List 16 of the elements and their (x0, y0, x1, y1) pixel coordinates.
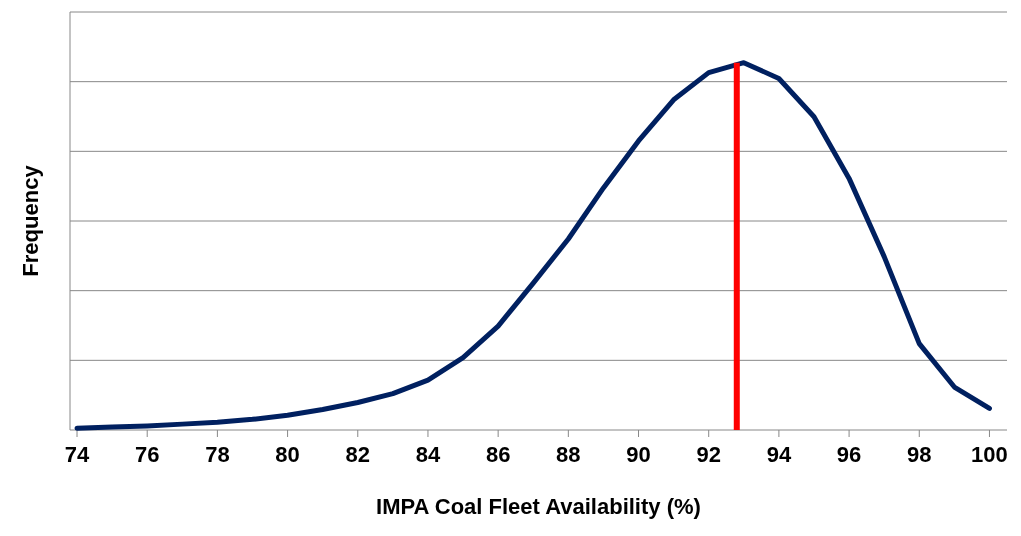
x-tick-label: 96 (836, 442, 862, 467)
x-tick-label: 80 (275, 442, 300, 467)
x-tick-label: 88 (556, 442, 581, 467)
x-tick-label: 74 (64, 442, 91, 467)
x-axis-title: IMPA Coal Fleet Availability (%) (376, 494, 701, 519)
x-tick-label: 84 (415, 442, 441, 467)
y-axis-title: Frequency (18, 164, 43, 277)
x-tick-label: 98 (907, 442, 932, 467)
x-tick-label: 86 (485, 442, 511, 467)
x-tick-label: 100 (971, 442, 1008, 467)
x-tick-label: 78 (205, 442, 230, 467)
x-tick-label: 76 (134, 442, 160, 467)
x-tick-label: 94 (766, 442, 792, 467)
x-tick-label: 82 (345, 442, 371, 467)
x-tick-label: 90 (626, 442, 651, 467)
x-tick-label: 92 (696, 442, 721, 467)
